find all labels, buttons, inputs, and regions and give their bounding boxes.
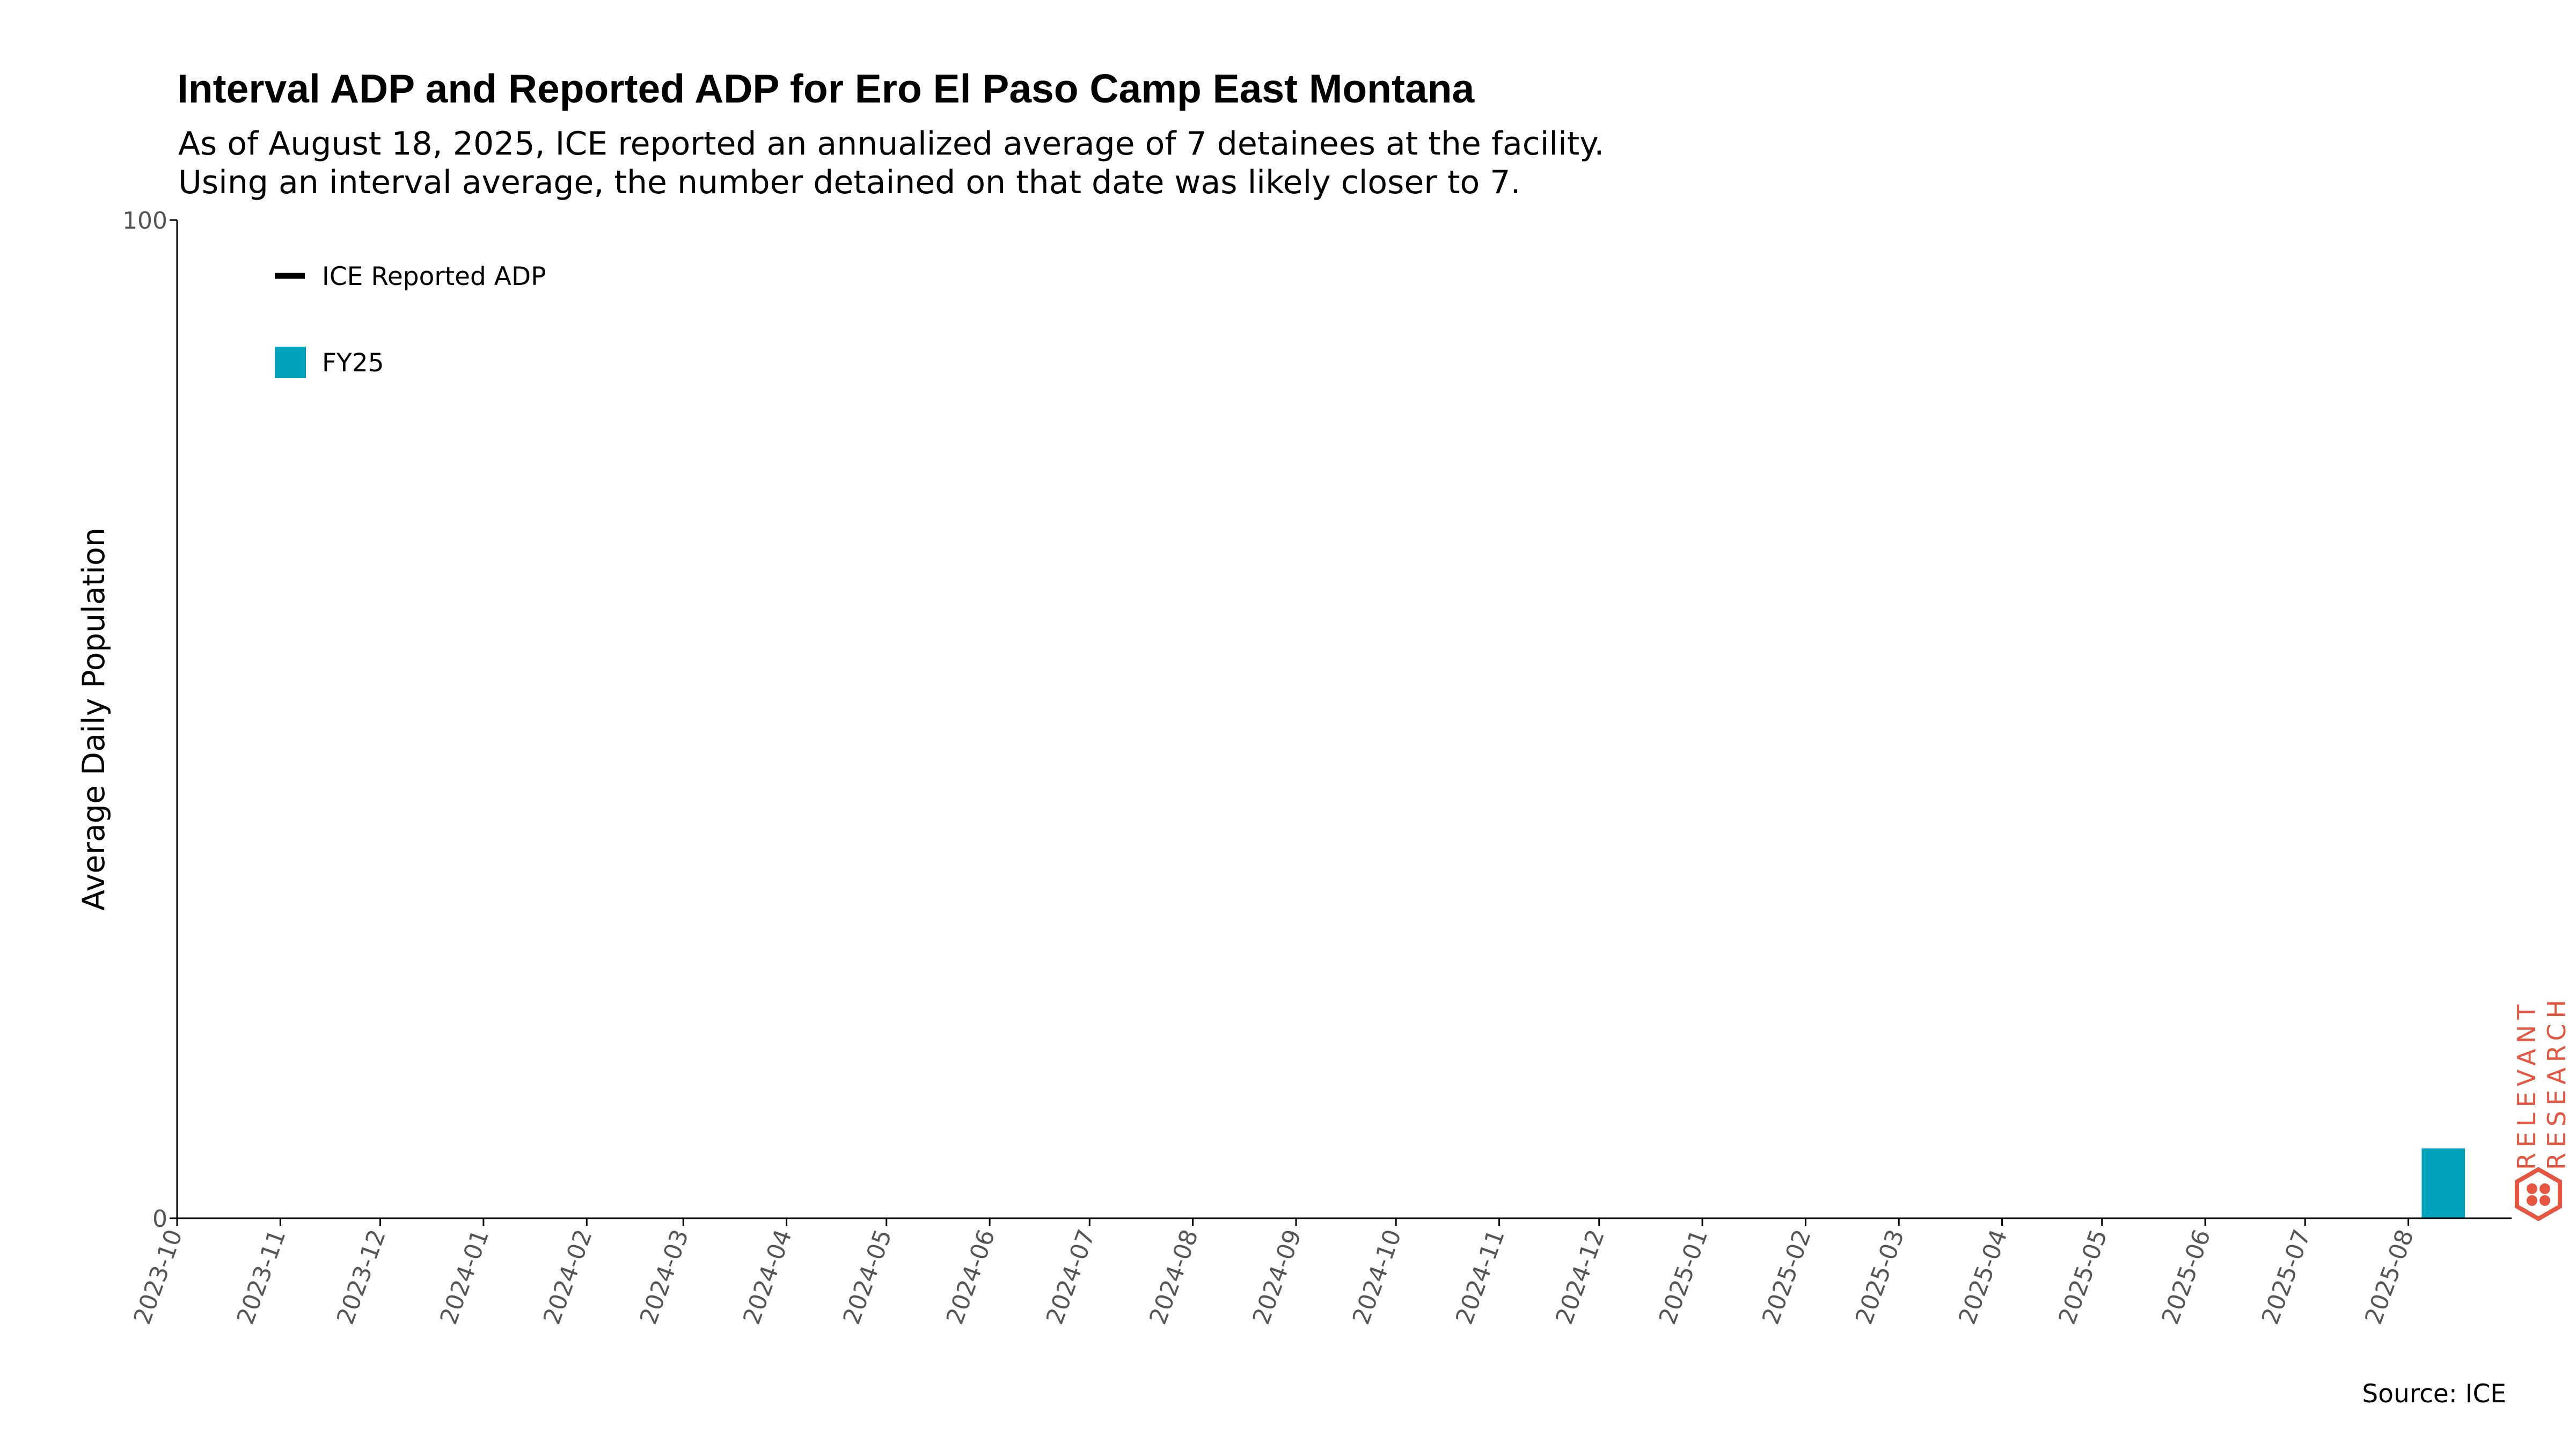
- x-tick-label: 2024-09: [1248, 1226, 1307, 1328]
- x-tick-label: 2025-04: [1953, 1226, 2013, 1328]
- logo-wordmark: RELEVANT RESEARCH: [2512, 939, 2576, 1170]
- legend-label-ice-reported-adp: ICE Reported ADP: [322, 262, 546, 291]
- x-tick-label: 2024-02: [538, 1226, 598, 1328]
- x-tick-label: 2024-03: [635, 1226, 694, 1328]
- x-tick-label: 2024-07: [1041, 1226, 1101, 1328]
- y-axis-ticks: 0 100: [122, 207, 177, 1233]
- x-tick-label: 2023-12: [332, 1226, 391, 1328]
- x-tick-label: 2024-06: [941, 1226, 1001, 1328]
- logo-line-1: RELEVANT: [2512, 999, 2541, 1170]
- x-tick-label: 2025-05: [2053, 1226, 2113, 1328]
- x-tick-label: 2024-11: [1451, 1226, 1510, 1328]
- x-tick-label: 2024-12: [1550, 1226, 1610, 1328]
- legend-swatch-fy25: [275, 347, 306, 378]
- x-axis-ticks: 2023-10 2023-11 2023-12 2024-01 2024-02 2024-…: [129, 1218, 2419, 1328]
- legend: ICE Reported ADP FY25: [275, 262, 546, 378]
- chart-title: Interval ADP and Reported ADP for Ero El…: [177, 66, 1475, 111]
- x-tick-label: 2024-08: [1144, 1226, 1204, 1328]
- bar-fy25: [2421, 1148, 2465, 1218]
- x-tick-label: 2023-10: [129, 1226, 188, 1328]
- relevant-research-logo: RELEVANT RESEARCH: [2512, 993, 2576, 1224]
- bars-layer: [2421, 1148, 2465, 1218]
- x-tick-label: 2024-10: [1348, 1226, 1407, 1328]
- legend-label-fy25: FY25: [322, 348, 384, 378]
- x-tick-label: 2025-07: [2257, 1226, 2316, 1328]
- x-tick-label: 2025-06: [2157, 1226, 2216, 1328]
- logo-hexagon-icon: [2515, 1167, 2562, 1221]
- chart-subtitle-line-1: As of August 18, 2025, ICE reported an a…: [178, 125, 1605, 163]
- chart-subtitle-line-2: Using an interval average, the number de…: [178, 164, 1521, 201]
- x-tick-label: 2023-11: [232, 1226, 291, 1328]
- y-tick-label: 0: [152, 1205, 167, 1233]
- x-tick-label: 2024-04: [738, 1226, 797, 1328]
- x-tick-label: 2025-02: [1757, 1226, 1817, 1328]
- x-tick-label: 2024-01: [435, 1226, 494, 1328]
- x-tick-label: 2025-03: [1850, 1226, 1910, 1328]
- source-note: Source: ICE: [2362, 1379, 2506, 1409]
- x-tick-label: 2024-05: [838, 1226, 897, 1328]
- x-tick-label: 2025-08: [2360, 1226, 2419, 1328]
- x-tick-label: 2025-01: [1654, 1226, 1714, 1328]
- logo-line-2: RESEARCH: [2542, 994, 2571, 1170]
- y-tick-label: 100: [122, 207, 167, 235]
